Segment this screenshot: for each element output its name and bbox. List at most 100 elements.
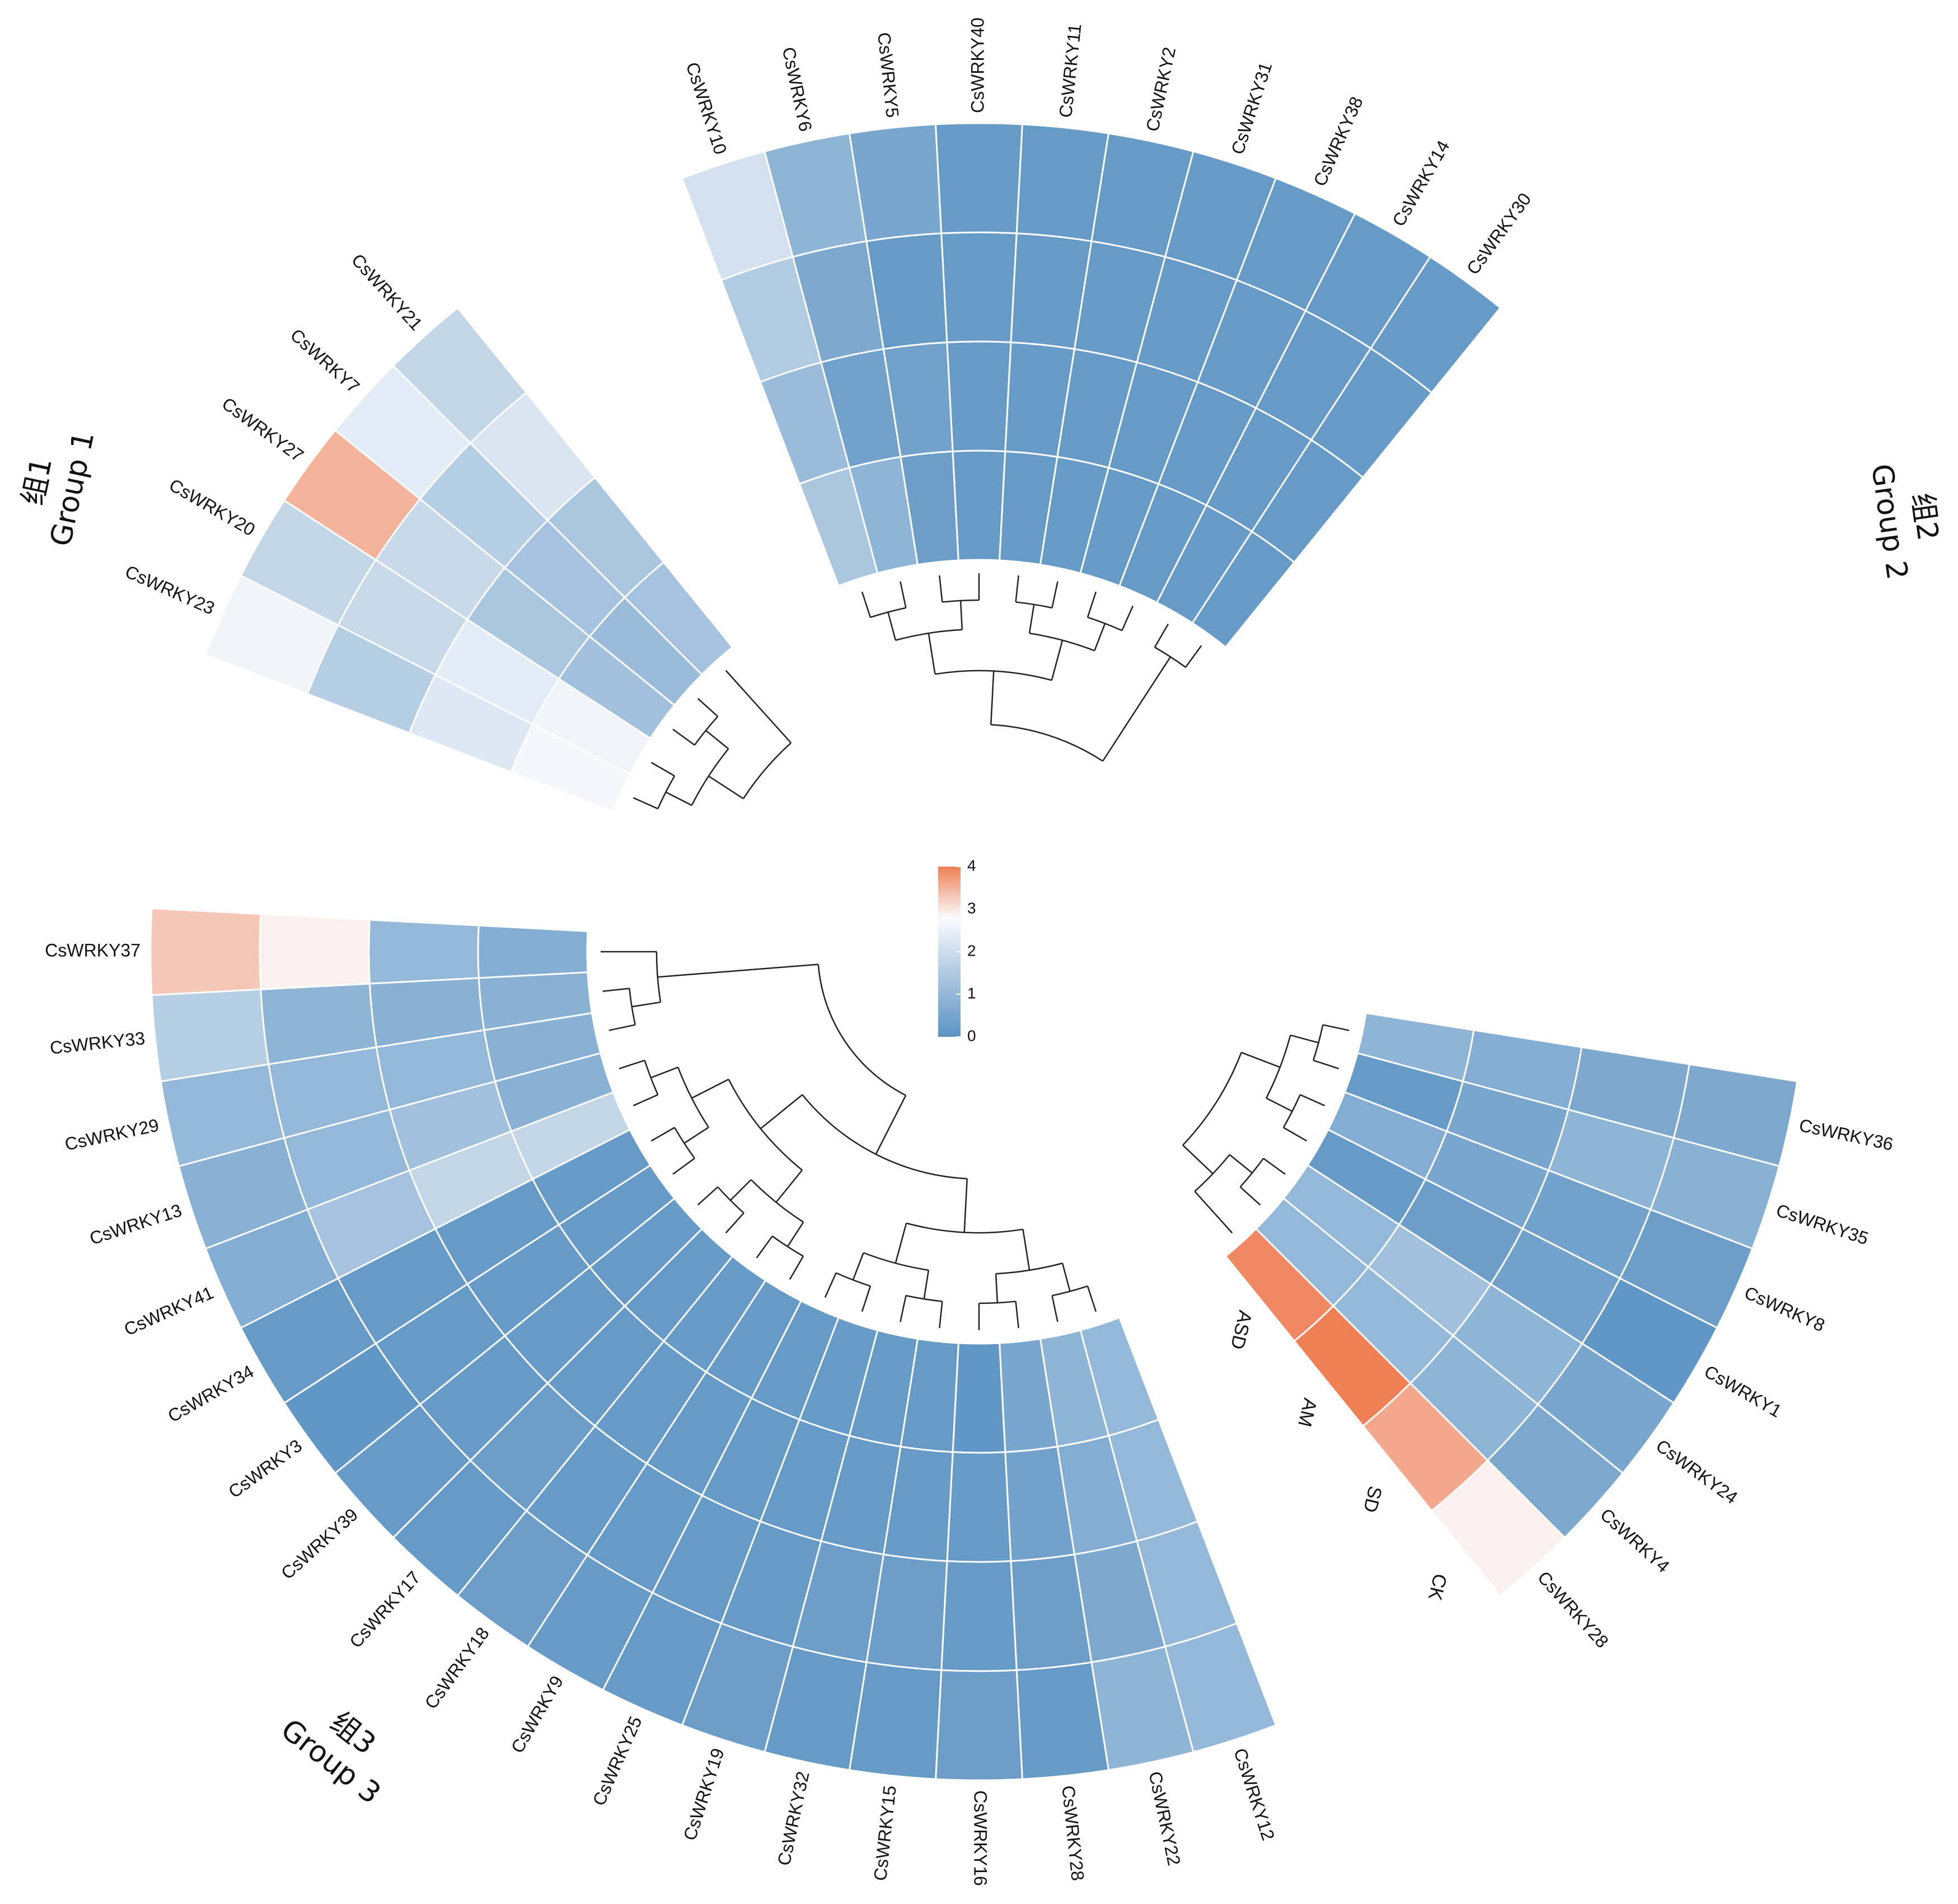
heatmap-cell-cswrky16-am xyxy=(940,1560,1018,1672)
dendrogram-branch xyxy=(631,1001,661,1008)
heatmap-cell-cswrky40-asd xyxy=(934,122,1024,235)
dendrogram-branch xyxy=(864,1285,872,1303)
dendrogram-branch xyxy=(728,1079,803,1171)
dendrogram-branch xyxy=(1061,1263,1071,1292)
gene-label: CsWRKY31 xyxy=(1227,60,1276,157)
dendrogram-branch xyxy=(1313,1059,1330,1066)
dendrogram-branch xyxy=(775,1169,803,1203)
dendrogram-branch xyxy=(642,801,658,810)
legend-tick-label: 0 xyxy=(967,1027,976,1044)
dendrogram-branch xyxy=(680,735,695,746)
dendrogram-branch xyxy=(732,1212,744,1226)
dendrogram-branch xyxy=(923,1270,930,1299)
dendrogram-branch xyxy=(939,1301,943,1318)
gene-label: CsWRKY35 xyxy=(1774,1200,1871,1248)
dendrogram-branch xyxy=(683,1126,709,1144)
gene-label: CsWRKY38 xyxy=(1310,93,1367,189)
dendrogram-branch xyxy=(1128,605,1134,616)
dendrogram-branch xyxy=(1283,1126,1299,1137)
dendrogram-branch xyxy=(901,591,907,608)
gene-label: CsWRKY12 xyxy=(1230,1746,1278,1842)
dendrogram-branch xyxy=(699,969,753,975)
gene-label: CsWRKY28 xyxy=(1058,1785,1088,1882)
gene-label: CsWRKY6 xyxy=(779,45,816,133)
dendrogram-branch xyxy=(861,1302,866,1312)
gene-label: CsWRKY16 xyxy=(971,1790,991,1886)
dendrogram-branch xyxy=(861,591,866,602)
dendrogram-branch xyxy=(789,1270,796,1280)
dendrogram-branch xyxy=(742,742,791,799)
gene-label: CsWRKY10 xyxy=(682,60,731,157)
dendrogram-branch xyxy=(1154,656,1172,682)
dendrogram-branch xyxy=(760,1094,803,1129)
dendrogram-branch xyxy=(1154,632,1164,648)
gene-label: CsWRKY36 xyxy=(1797,1115,1895,1154)
dendrogram-branch xyxy=(659,766,675,777)
dendrogram-branch xyxy=(1252,1197,1261,1206)
dendrogram-branch xyxy=(1329,1065,1339,1070)
gene-label: CsWRKY37 xyxy=(45,940,140,960)
dendrogram-branch xyxy=(680,1158,695,1169)
dendrogram-branch xyxy=(619,1065,629,1070)
dendrogram-branch xyxy=(705,1186,719,1199)
dendrogram-branch xyxy=(1194,1191,1215,1214)
dendrogram-branch xyxy=(887,612,897,640)
group-title-en: Group 2 xyxy=(1865,462,1914,582)
heatmap-cell-cswrky16-asd xyxy=(934,1669,1024,1781)
dendrogram-branch xyxy=(1225,1225,1233,1234)
dendrogram-branch xyxy=(691,1078,729,1099)
gene-label: CsWRKY29 xyxy=(63,1115,160,1154)
dendrogram-branch xyxy=(1276,1167,1286,1175)
dendrogram-branch xyxy=(828,1273,837,1289)
dendrogram-branch xyxy=(939,585,943,602)
ring-label-ck: CK xyxy=(1424,1571,1451,1602)
dendrogram xyxy=(601,573,1350,1330)
dendrogram-branch xyxy=(1263,1158,1278,1169)
dendrogram-branch xyxy=(1092,591,1097,602)
color-legend: 4 3 2 1 0 xyxy=(938,857,976,1044)
dendrogram-branch xyxy=(817,964,906,1096)
dendrogram-branch xyxy=(1241,1051,1281,1068)
dendrogram-branch xyxy=(762,712,792,743)
dendrogram-branch xyxy=(1195,645,1202,654)
heatmap-cell-cswrky30-asd xyxy=(1369,255,1502,394)
heatmap-cell-cswrky40-ck xyxy=(952,450,1006,562)
dendrogram-branch xyxy=(1055,581,1058,592)
group-title-cn: 组2 xyxy=(1905,491,1945,543)
heatmap-cell-cswrky37-ck xyxy=(477,924,589,979)
dendrogram-branch xyxy=(900,581,903,592)
dendrogram-branch xyxy=(1086,1285,1094,1303)
gene-label: CsWRKY19 xyxy=(680,1746,728,1842)
dendrogram-branch xyxy=(1094,623,1106,651)
dendrogram-branch xyxy=(1182,1052,1242,1146)
dendrogram-branch xyxy=(708,775,744,799)
dendrogram-branch xyxy=(939,575,941,586)
dendrogram-branch xyxy=(995,1274,999,1303)
dendrogram-branch xyxy=(619,1024,635,1030)
dendrogram-branch xyxy=(672,728,682,736)
dendrogram-branch xyxy=(1015,601,1052,609)
dendrogram-branch xyxy=(1051,1295,1057,1312)
dendrogram-branch xyxy=(657,973,699,978)
heatmap-cells xyxy=(149,122,1798,1781)
dendrogram-branch xyxy=(1015,1301,1019,1318)
gene-label: CsWRKY27 xyxy=(218,394,307,466)
gene-label: CsWRKY13 xyxy=(87,1200,184,1248)
gene-label: CsWRKY3 xyxy=(224,1435,306,1502)
dendrogram-branch xyxy=(963,1178,968,1233)
dendrogram-branch xyxy=(1339,1027,1350,1031)
dendrogram-branch xyxy=(1092,1302,1097,1312)
heatmap-cell-cswrky16-ck xyxy=(952,1342,1006,1454)
gene-label: CsWRKY1 xyxy=(1701,1361,1785,1421)
dendrogram-branch xyxy=(875,1095,907,1155)
dendrogram-branch xyxy=(672,1167,682,1175)
gene-label: CsWRKY17 xyxy=(345,1567,424,1652)
dendrogram-branch xyxy=(852,1252,864,1280)
gene-label: CsWRKY32 xyxy=(774,1770,813,1867)
gene-label: CsWRKY11 xyxy=(1055,23,1085,119)
dendrogram-branch xyxy=(665,791,692,806)
legend-tick-label: 4 xyxy=(967,857,976,874)
